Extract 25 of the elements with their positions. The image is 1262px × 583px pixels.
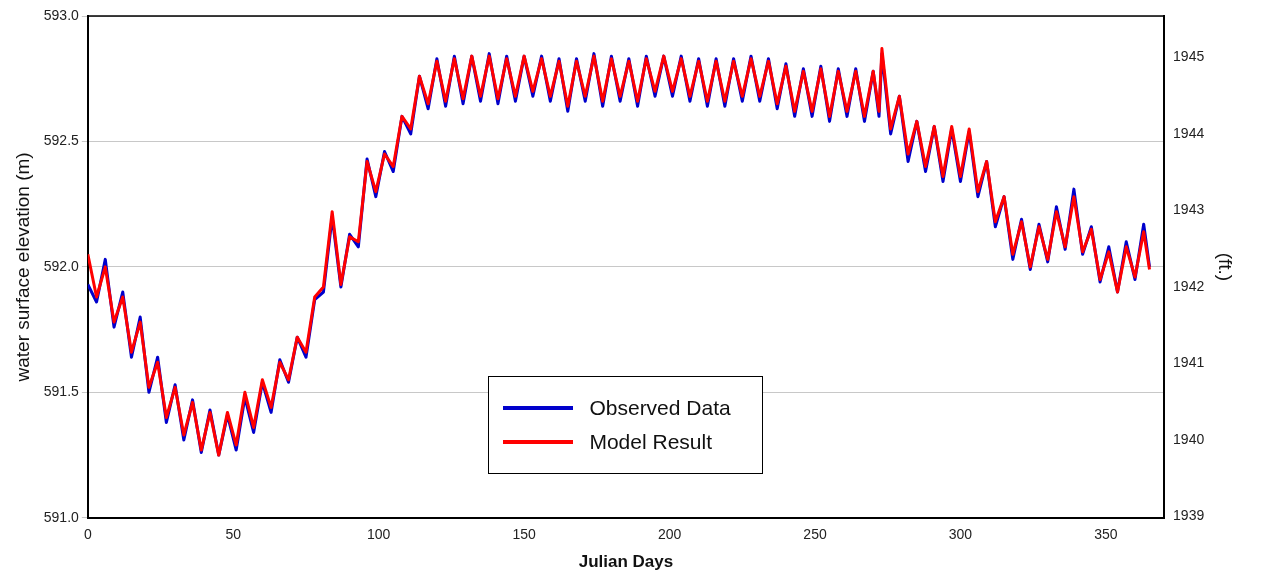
y2-tick-label: 1945 bbox=[1173, 48, 1205, 65]
legend-label: Model Result bbox=[589, 429, 712, 454]
y-tick-label: 591.0 bbox=[43, 508, 80, 525]
x-tick-label: 150 bbox=[512, 526, 537, 543]
y2-axis-title: (ft.) bbox=[1215, 252, 1237, 282]
x-tick-label: 50 bbox=[225, 526, 242, 543]
y2-tick-label: 1942 bbox=[1173, 277, 1205, 294]
y2-tick-label: 1939 bbox=[1173, 507, 1205, 524]
y2-tick-label: 1941 bbox=[1173, 354, 1205, 371]
x-tick-label: 0 bbox=[83, 526, 92, 543]
y-tick-label: 593.0 bbox=[43, 6, 80, 23]
x-tick-label: 100 bbox=[367, 526, 391, 543]
x-tick-label: 200 bbox=[657, 526, 682, 543]
x-tick-label: 250 bbox=[803, 526, 827, 543]
y-axis-title: water surface elevation (m) bbox=[11, 152, 33, 383]
x-tick-label: 350 bbox=[1094, 526, 1118, 543]
y2-tick-label: 1944 bbox=[1173, 124, 1205, 141]
y2-tick-label: 1940 bbox=[1173, 430, 1205, 447]
legend-label: Observed Data bbox=[589, 395, 731, 420]
x-axis-title: Julian Days bbox=[578, 552, 674, 572]
x-tick-label: 300 bbox=[948, 526, 973, 543]
y2-tick-label: 1943 bbox=[1173, 201, 1205, 218]
y-tick-label: 591.5 bbox=[43, 383, 80, 400]
y-tick-label: 592.5 bbox=[43, 132, 80, 149]
y-tick-label: 592.0 bbox=[43, 257, 80, 274]
